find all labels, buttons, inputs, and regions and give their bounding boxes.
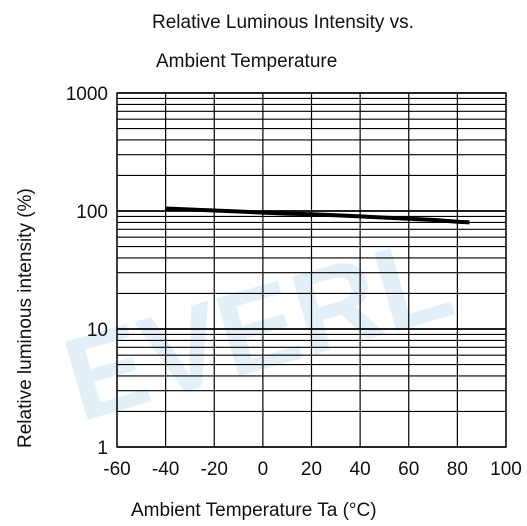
y-axis-label: Relative luminous intensity (%)	[15, 188, 36, 448]
chart-title-line-2: Ambient Temperature	[156, 51, 337, 72]
chart-title-line-1: Relative Luminous Intensity vs.	[152, 12, 414, 33]
series-line	[165, 206, 470, 225]
x-tick-label: 60	[398, 459, 419, 480]
x-tick-label: 0	[258, 459, 269, 480]
x-tick-label: 100	[490, 459, 522, 480]
y-tick-label: 1000	[66, 84, 108, 105]
x-tick-label: 80	[447, 459, 468, 480]
x-tick-labels: -60 -40 -20 0 20 40 60 80 100	[103, 459, 522, 480]
x-tick-label: -20	[201, 459, 228, 480]
x-axis-label: Ambient Temperature Ta (°C)	[131, 500, 377, 521]
y-tick-labels: 1 10 100 1000	[66, 84, 108, 459]
x-tick-label: 40	[350, 459, 371, 480]
x-tick-label: -60	[103, 459, 130, 480]
x-tick-label: -40	[152, 459, 179, 480]
plot-frame	[116, 92, 507, 448]
y-tick-label: 10	[87, 320, 108, 341]
y-tick-label: 100	[76, 202, 108, 223]
x-tick-label: 20	[301, 459, 322, 480]
y-tick-label: 1	[97, 438, 108, 459]
series-layer	[165, 206, 470, 225]
